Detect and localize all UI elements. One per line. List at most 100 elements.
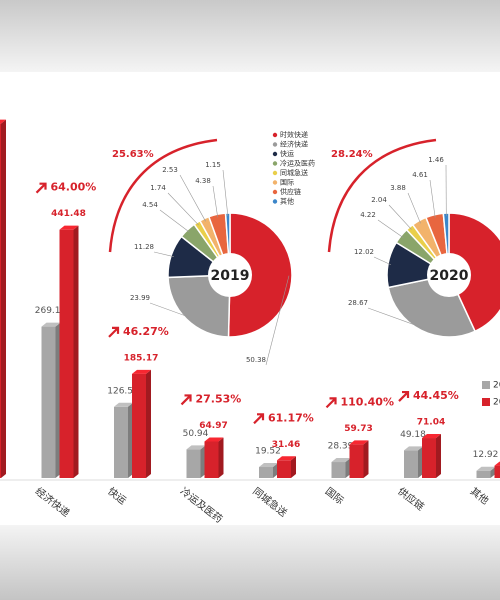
legend-label: 2020: [493, 398, 500, 408]
bar-top: [331, 458, 351, 463]
value-label: 441.48: [51, 209, 86, 219]
legend-swatch: [482, 381, 490, 389]
bar-top: [259, 463, 278, 468]
annotation-arc: [327, 138, 437, 253]
bar-front: [259, 467, 273, 478]
pie-slice: [227, 212, 293, 338]
value-label: 269.19: [35, 306, 67, 316]
bar: [494, 461, 500, 478]
slice-label: 3.88: [390, 184, 406, 192]
legend-dot: [272, 132, 278, 138]
bar-side: [1, 119, 6, 478]
growth-label: 61.17%: [268, 411, 314, 424]
slice-label: 50.38: [246, 356, 266, 364]
bar-top: [404, 446, 423, 451]
value-label: 28.39: [328, 442, 354, 452]
slice-label: 4.61: [412, 171, 428, 179]
leader-line: [367, 307, 423, 328]
bar-top: [41, 322, 61, 327]
leader-line: [373, 256, 392, 266]
growth-arrow: [325, 397, 337, 409]
slice-label: 12.02: [354, 248, 374, 256]
leader-line: [167, 192, 199, 226]
annotation: 28.24%: [331, 149, 373, 160]
bar-top: [186, 445, 206, 450]
growth-arrow: [180, 394, 192, 406]
leader-line: [407, 192, 421, 224]
bar-side: [436, 434, 441, 478]
bar-top: [204, 437, 224, 442]
bar-top: [494, 461, 500, 466]
legend-label: 冷运及医药: [280, 159, 315, 168]
growth-label: 46.27%: [123, 325, 169, 338]
annotation-arc: [108, 138, 218, 253]
slice-label: 4.22: [360, 211, 376, 219]
bar-top: [349, 440, 369, 445]
value-label: 49.18: [400, 430, 426, 440]
leader-line: [149, 302, 189, 318]
growth-arrow: [253, 413, 265, 425]
growth-label: 27.53%: [196, 392, 242, 405]
slice-label: 23.99: [130, 294, 150, 302]
bar: [41, 322, 61, 478]
bar-front: [349, 444, 364, 478]
growth-arrow: [35, 182, 47, 194]
bar: [476, 466, 496, 478]
bar: [132, 369, 151, 478]
bar-front: [59, 229, 74, 478]
bar-side: [55, 322, 61, 478]
value-label: 31.46: [272, 440, 300, 450]
leader-line: [159, 209, 190, 233]
legend-dot: [272, 142, 278, 147]
legend-label: 其他: [280, 197, 294, 206]
leader-line: [212, 185, 219, 218]
bar: [59, 225, 79, 478]
bar-front: [331, 462, 346, 478]
slice-label: 1.15: [205, 161, 221, 169]
legend-dot: [272, 199, 278, 204]
bar-side: [418, 446, 423, 478]
growth-arrow: [398, 390, 410, 402]
slice-label: 1.46: [428, 156, 444, 164]
legend-dot: [272, 189, 278, 195]
bar-side: [73, 225, 79, 478]
bar-front: [0, 123, 1, 478]
legend-dot: [272, 170, 278, 176]
slice-label: 1.74: [150, 184, 166, 192]
slice-label: 4.38: [195, 177, 211, 185]
bottom-blur: [0, 525, 500, 600]
bar: [331, 458, 351, 478]
bar-front: [186, 449, 201, 478]
growth-label: 44.45%: [413, 389, 459, 402]
bar-top: [0, 119, 6, 124]
value-label: 185.17: [124, 353, 159, 363]
value-label: 71.04: [417, 418, 445, 428]
top-blur: [0, 0, 500, 72]
bar-front: [277, 460, 291, 478]
bar: [404, 446, 423, 478]
leader-line: [179, 174, 206, 222]
leader-line: [429, 179, 436, 218]
annotation: 25.63%: [112, 149, 154, 160]
legend-label: 时效快递: [280, 130, 308, 139]
leader-line: [153, 251, 174, 257]
legend-label: 快运: [280, 149, 294, 158]
legend-dot: [272, 151, 278, 157]
bar-top: [114, 402, 133, 407]
bar-front: [204, 441, 219, 478]
leader-line: [265, 275, 290, 366]
slice-label: 4.54: [142, 201, 158, 209]
value-label: 19.52: [255, 447, 281, 457]
bar-front: [422, 438, 436, 478]
bar-top: [277, 456, 296, 461]
slice-label: 2.04: [371, 196, 387, 204]
bar: [0, 119, 6, 478]
pie-hole: [208, 253, 252, 297]
bar: [186, 445, 206, 478]
bar-side: [218, 437, 224, 478]
bar-top: [59, 225, 79, 230]
bar-side: [490, 466, 496, 478]
value-label: 64.97: [199, 421, 227, 431]
